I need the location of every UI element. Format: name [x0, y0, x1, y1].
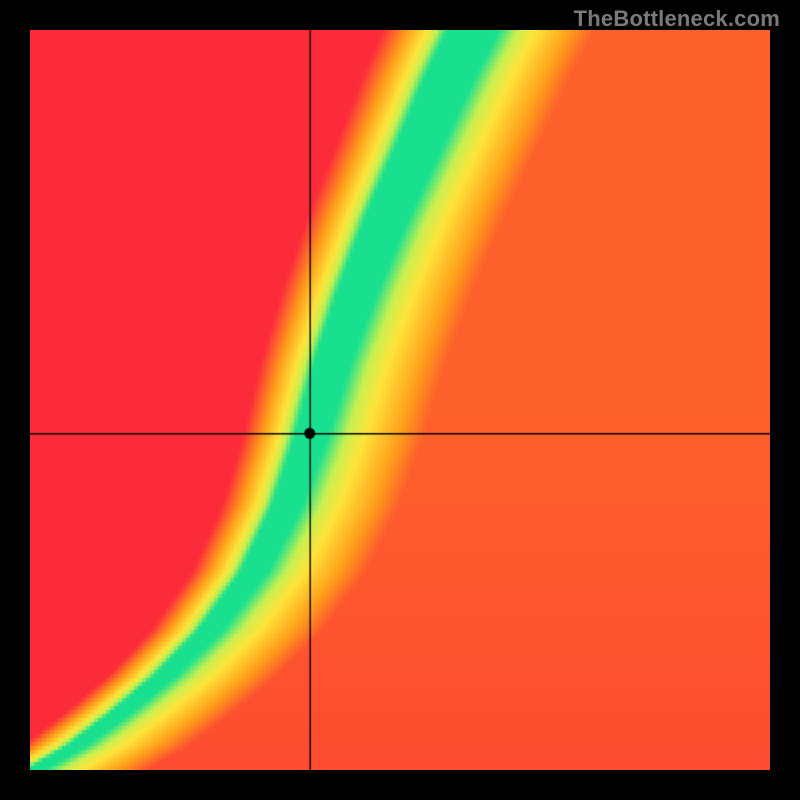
heatmap-plot: [30, 30, 770, 770]
watermark-label: TheBottleneck.com: [574, 6, 780, 32]
chart-container: TheBottleneck.com: [0, 0, 800, 800]
